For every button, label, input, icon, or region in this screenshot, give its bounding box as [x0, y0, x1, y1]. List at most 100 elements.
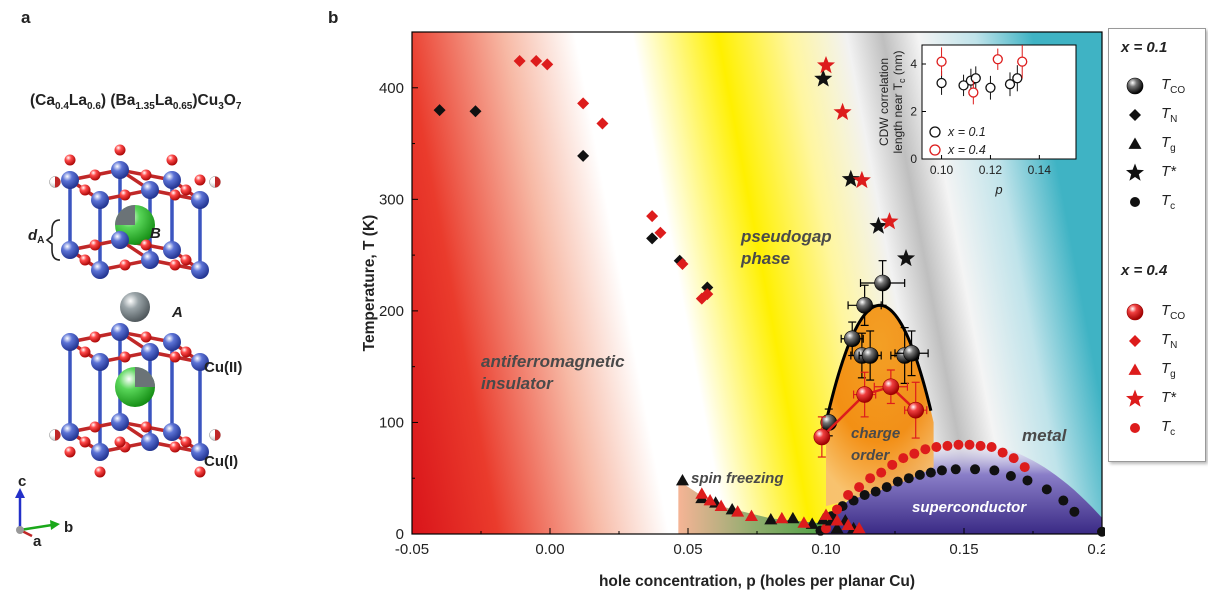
data-point: [821, 523, 831, 534]
data-point: [1097, 526, 1105, 537]
inset-data-point: [970, 73, 981, 84]
o-atom: [89, 239, 101, 251]
data-point: [1058, 495, 1069, 506]
y-tick-label: 200: [379, 303, 404, 320]
series-t-x-0-1-: [814, 69, 916, 267]
x-tick-label: -0.05: [395, 541, 429, 558]
data-point: [577, 149, 590, 162]
x-tick-label: 0.05: [673, 541, 702, 558]
co-curve-x04: [820, 385, 917, 438]
legend-label: Tg: [1161, 134, 1176, 154]
cu-atom: [191, 261, 209, 279]
data-point: [986, 441, 997, 452]
data-point: [1041, 484, 1052, 495]
o-partial-half: [215, 429, 221, 441]
phase-diagram: -0.05 0.00 0.05 0.10 0.15 0.20 0 100 200 300 400 ho…: [361, 31, 1105, 590]
data-point: [1019, 462, 1030, 473]
data-point: [898, 453, 909, 464]
legend: x = 0.1 TCO TN Tg T* Tc x = 0.4 TCO TN Tg T* Tc: [1108, 28, 1206, 462]
data-point: [469, 105, 482, 118]
o-atom: [180, 254, 192, 266]
cu-atom: [163, 171, 181, 189]
axis-c-head: [15, 488, 25, 498]
legend-marker-ball: [1126, 303, 1144, 321]
data-point: [876, 467, 887, 478]
cu-ii-label: Cu(II): [204, 359, 242, 376]
panel-b-label: b: [328, 8, 339, 27]
data-point: [1069, 506, 1080, 517]
legend-row-ball-x01: TCO: [1123, 75, 1203, 97]
data-point: [970, 464, 981, 475]
series-t-n-x-0-4-: [513, 55, 714, 305]
data-point: [907, 401, 925, 419]
legend-row-diamond-x01: TN: [1123, 104, 1203, 126]
inset-legend-marker: [929, 126, 941, 138]
o-atom: [169, 351, 181, 363]
data-point: [936, 465, 947, 476]
cu-atom: [91, 443, 109, 461]
o-atom: [89, 331, 101, 343]
inset-chart: 0.10 0.12 0.14 0 2 4 p CDW correlation length ne…: [877, 44, 1077, 197]
data-point: [833, 102, 852, 120]
inset-series-x04: [936, 45, 1028, 105]
data-point: [856, 386, 873, 403]
inset-x-axis-label: p: [994, 182, 1002, 197]
o-atom: [140, 169, 152, 181]
data-point: [676, 258, 689, 271]
data-point: [942, 440, 953, 451]
legend-group-x01: x = 0.1: [1121, 39, 1168, 56]
o-atom: [140, 239, 152, 251]
inset-x-tick-label: 0.14: [1028, 163, 1052, 177]
cu-atom: [111, 323, 129, 341]
region-label-pseudogap: pseudogap phase: [741, 227, 832, 268]
region-label-afm: antiferromagnetic insulator: [481, 352, 625, 393]
data-point: [817, 56, 835, 74]
data-point: [909, 448, 920, 459]
data-point: [703, 494, 717, 506]
cu-atom: [163, 241, 181, 259]
legend-marker-ball: [1126, 77, 1144, 95]
o-atom: [79, 254, 91, 266]
data-point: [577, 97, 590, 110]
data-point: [859, 489, 870, 500]
y-tick-label: 400: [379, 80, 404, 97]
axis-b-head: [50, 520, 60, 530]
series-t-x-0-4-: [817, 56, 899, 230]
da-label: dA: [28, 227, 44, 246]
legend-row-star-x04: T*: [1123, 388, 1203, 410]
data-point: [882, 378, 900, 396]
cu-atom: [111, 161, 129, 179]
x-tick-label: 0.20: [1087, 541, 1105, 558]
region-label-charge-order: charge order: [851, 425, 901, 464]
legend-label: T*: [1161, 389, 1176, 406]
cu-atom: [163, 333, 181, 351]
data-point: [701, 281, 714, 294]
cu-atom: [61, 333, 79, 351]
y-tick-label: 300: [379, 191, 404, 208]
legend-group-x04: x = 0.4: [1121, 262, 1168, 279]
data-point: [964, 439, 975, 450]
inset-legend-label: x = 0.4: [947, 143, 986, 157]
inset-data-point: [1012, 73, 1023, 84]
inset-x-tick-label: 0.10: [930, 163, 954, 177]
inset-legend-marker: [929, 144, 941, 156]
data-point: [701, 288, 714, 301]
legend-marker-diamond: [1129, 335, 1141, 347]
cu-atom: [141, 251, 159, 269]
inset-y-tick-label: 0: [910, 152, 917, 166]
data-point: [1008, 453, 1019, 464]
inset-y-axis-label-line2: length near Tc (nm): [891, 51, 907, 154]
axis-origin: [16, 526, 24, 534]
data-point: [881, 482, 892, 493]
data-point: [646, 210, 659, 223]
data-point: [843, 489, 854, 500]
data-point: [775, 511, 789, 524]
region-label-spin-freezing: spin freezing: [691, 470, 784, 487]
legend-label: Tc: [1161, 418, 1176, 438]
inset-y-tick-label: 2: [910, 105, 917, 119]
data-point: [874, 274, 891, 292]
cu-atom: [141, 433, 159, 451]
cu-atom: [141, 343, 159, 361]
x-axis-label: hole concentration, p (holes per planar …: [599, 573, 915, 590]
data-point: [832, 504, 843, 515]
